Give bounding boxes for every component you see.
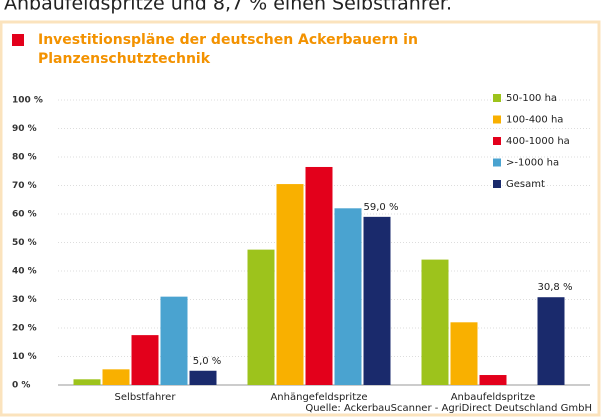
y-tick-label: 20 % — [12, 324, 37, 334]
legend-label: 50-100 ha — [506, 93, 557, 104]
bar — [334, 208, 362, 385]
legend-swatch — [493, 94, 501, 102]
x-tick-label: Anhängefeldspritze — [270, 392, 367, 403]
bar — [102, 369, 130, 385]
chart-title: Investitionspläne der deutschen Ackerbau… — [38, 32, 418, 48]
value-label: 59,0 % — [364, 202, 399, 213]
legend-swatch — [493, 137, 501, 145]
bar — [450, 322, 478, 385]
legend-swatch — [493, 180, 501, 188]
bar — [131, 335, 159, 385]
y-tick-label: 100 % — [12, 96, 43, 106]
title-marker — [12, 34, 24, 46]
chart-subtitle: Planzenschutztechnik — [38, 51, 211, 67]
y-tick-label: 90 % — [12, 124, 37, 134]
source: Quelle: AckerbauScanner - AgriDirect Deu… — [305, 403, 592, 414]
frame — [0, 20, 601, 417]
x-tick-label: Anbaufeldspritze — [451, 392, 536, 403]
bar — [160, 296, 188, 385]
legend-label: 400-1000 ha — [506, 136, 570, 147]
legend-label: Gesamt — [506, 179, 545, 190]
header-text: Anbaufeldspritze und 8,7 % einen Selbstf… — [4, 0, 452, 15]
bar — [421, 259, 449, 385]
bar — [537, 297, 565, 385]
bar — [189, 370, 217, 385]
value-label: 5,0 % — [193, 356, 222, 367]
legend-label: >-1000 ha — [506, 158, 559, 169]
legend-label: 100-400 ha — [506, 115, 563, 126]
y-tick-label: 10 % — [12, 352, 37, 362]
y-tick-label: 30 % — [12, 295, 37, 305]
y-tick-label: 70 % — [12, 181, 37, 191]
bar — [276, 184, 304, 385]
y-tick-label: 50 % — [12, 238, 37, 248]
y-tick-label: 80 % — [12, 153, 37, 163]
bar — [305, 166, 333, 385]
bar — [363, 216, 391, 385]
bar — [479, 375, 507, 385]
value-label: 30,8 % — [538, 282, 573, 293]
bar — [247, 249, 275, 385]
y-tick-label: 0 % — [12, 381, 30, 391]
legend-swatch — [493, 158, 501, 167]
bar — [73, 379, 101, 385]
x-tick-label: Selbstfahrer — [115, 392, 177, 403]
y-tick-label: 40 % — [12, 267, 37, 277]
legend-swatch — [493, 115, 501, 124]
y-tick-label: 60 % — [12, 210, 37, 220]
